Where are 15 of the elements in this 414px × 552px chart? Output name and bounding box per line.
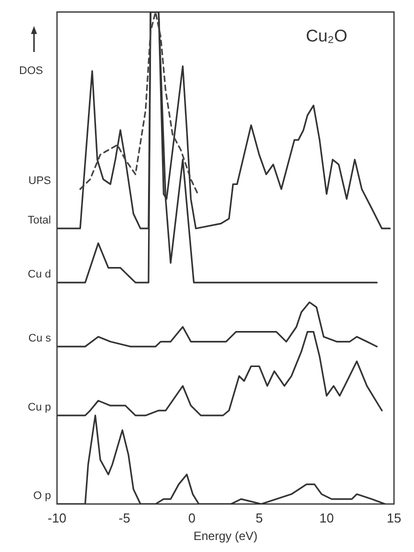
series-label: Cu s [28,332,52,345]
x-tick-label: 0 [188,510,196,526]
series-label: Total [28,214,51,227]
text: UPS [28,175,51,188]
x-axis-title: Energy (eV) [193,529,258,544]
x-tick-label: -10 [48,510,66,526]
x-tick-label: 5 [256,510,263,526]
x-tick-label: 15 [386,510,402,526]
y-axis-title: DOS [19,65,43,78]
series-label: Cu d [28,268,51,281]
series-label: O p [33,490,51,502]
x-tick-label: 10 [319,510,334,526]
x-tick-label: -5 [118,510,130,526]
text: Cu₂O [306,26,348,46]
series-label: Cu p [28,401,51,414]
